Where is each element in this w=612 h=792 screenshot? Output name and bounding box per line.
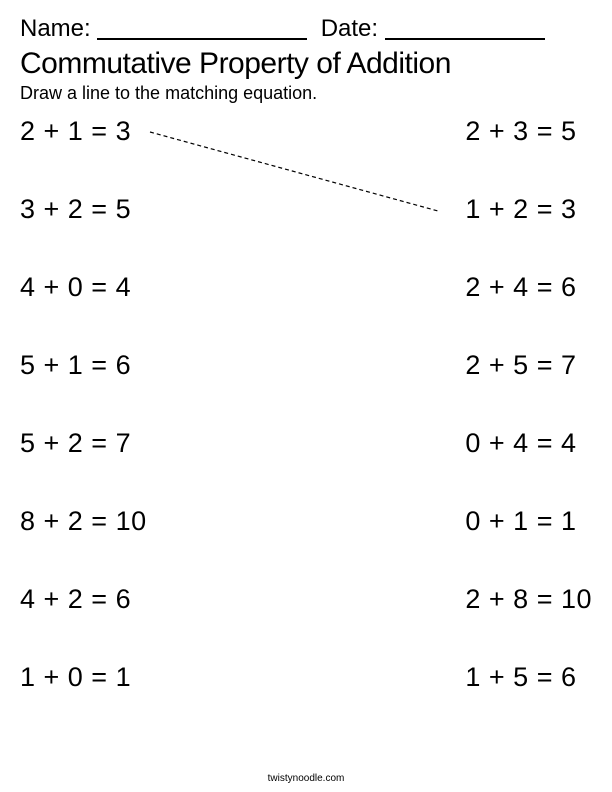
right-column: 2 + 3 = 5 1 + 2 = 3 2 + 4 = 6 2 + 5 = 7 … — [465, 116, 592, 740]
matching-area[interactable]: 2 + 1 = 3 3 + 2 = 5 4 + 0 = 4 5 + 1 = 6 … — [20, 116, 592, 740]
instruction-text: Draw a line to the matching equation. — [20, 83, 592, 104]
name-label: Name: — [20, 15, 91, 43]
left-equation[interactable]: 2 + 1 = 3 — [20, 116, 147, 194]
left-equation[interactable]: 5 + 1 = 6 — [20, 350, 147, 428]
right-equation[interactable]: 2 + 5 = 7 — [465, 350, 592, 428]
page-title: Commutative Property of Addition — [20, 47, 592, 81]
left-equation[interactable]: 1 + 0 = 1 — [20, 662, 147, 740]
left-column: 2 + 1 = 3 3 + 2 = 5 4 + 0 = 4 5 + 1 = 6 … — [20, 116, 147, 740]
footer-credit: twistynoodle.com — [0, 773, 612, 784]
left-equation[interactable]: 5 + 2 = 7 — [20, 428, 147, 506]
right-equation[interactable]: 2 + 3 = 5 — [465, 116, 592, 194]
right-equation[interactable]: 1 + 2 = 3 — [465, 194, 592, 272]
left-equation[interactable]: 4 + 0 = 4 — [20, 272, 147, 350]
left-equation[interactable]: 8 + 2 = 10 — [20, 506, 147, 584]
date-blank-line[interactable] — [385, 14, 545, 40]
right-equation[interactable]: 2 + 4 = 6 — [465, 272, 592, 350]
right-equation[interactable]: 2 + 8 = 10 — [465, 584, 592, 662]
left-equation[interactable]: 3 + 2 = 5 — [20, 194, 147, 272]
date-label: Date: — [321, 15, 378, 43]
right-equation[interactable]: 1 + 5 = 6 — [465, 662, 592, 740]
left-equation[interactable]: 4 + 2 = 6 — [20, 584, 147, 662]
header-row: Name: Date: — [20, 10, 592, 43]
right-equation[interactable]: 0 + 1 = 1 — [465, 506, 592, 584]
right-equation[interactable]: 0 + 4 = 4 — [465, 428, 592, 506]
name-blank-line[interactable] — [97, 14, 307, 40]
